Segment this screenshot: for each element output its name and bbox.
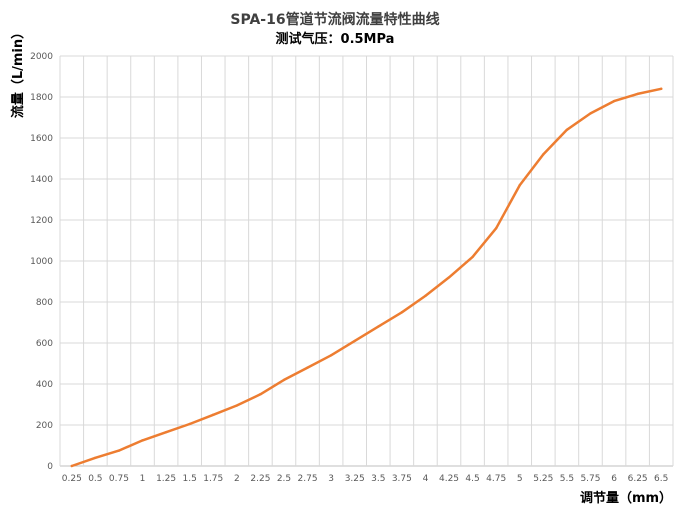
data-point	[306, 366, 309, 369]
data-point	[589, 112, 592, 115]
x-tick-label: 1.75	[203, 474, 223, 484]
y-axis-ticks: 0 200 400 600 800 1000 1200 1400 1600 1800 2000	[30, 52, 53, 472]
data-point	[164, 430, 168, 434]
x-tick-label: 3.5	[371, 474, 385, 484]
x-tick-label: 5	[517, 474, 523, 484]
chart-subtitle: 测试气压：0.5MPa	[276, 31, 395, 47]
data-point	[612, 99, 616, 103]
data-point	[636, 92, 639, 96]
x-tick-label: 2.75	[298, 474, 318, 484]
x-tick-label: 1	[140, 474, 146, 484]
x-tick-label: 4.5	[465, 474, 479, 484]
x-tick-label: 3	[328, 474, 334, 484]
x-tick-label: 3.25	[345, 474, 365, 484]
x-tick-label: 5.75	[580, 474, 600, 484]
y-tick-label: 1800	[30, 93, 53, 103]
data-point	[141, 439, 144, 442]
y-tick-label: 1600	[30, 134, 53, 144]
data-point	[518, 183, 521, 187]
data-point	[565, 128, 569, 131]
data-point	[542, 153, 545, 156]
x-tick-label: 4	[423, 474, 429, 484]
y-tick-label: 1000	[30, 257, 53, 267]
y-tick-label: 800	[36, 298, 53, 308]
data-point	[235, 404, 239, 407]
data-point	[259, 393, 262, 396]
data-point	[400, 311, 404, 314]
x-axis-ticks: 0.25 0.5 0.75 1 1.25 1.5 1.75 2 2.25 2.5 2.75 3 3.25…	[62, 474, 669, 484]
x-tick-label: 0.25	[62, 474, 82, 484]
x-axis-title: 调节量（mm）	[580, 490, 672, 506]
x-tick-label: 3.75	[392, 474, 412, 484]
data-point	[94, 456, 97, 459]
data-point	[329, 354, 333, 357]
chart-title: SPA-16管道节流阀流量特性曲线	[230, 11, 439, 28]
y-tick-label: 600	[36, 339, 53, 349]
x-tick-label: 2.25	[250, 474, 270, 484]
x-tick-label: 0.5	[88, 474, 102, 484]
y-tick-label: 200	[36, 421, 53, 431]
data-point	[117, 449, 121, 452]
series-layer	[70, 87, 663, 468]
data-point	[70, 464, 73, 468]
x-tick-label: 2.5	[277, 474, 291, 484]
data-point	[424, 294, 427, 298]
x-tick-label: 4.25	[439, 474, 459, 484]
data-point	[447, 276, 451, 279]
data-point	[353, 339, 356, 343]
x-tick-label: 1.5	[183, 474, 197, 484]
y-tick-label: 0	[47, 462, 53, 472]
data-point	[494, 227, 498, 230]
y-tick-label: 400	[36, 380, 53, 390]
x-tick-label: 2	[234, 474, 240, 484]
y-axis-title: 流量（L/min）	[10, 26, 26, 118]
grid	[59, 55, 674, 467]
data-point	[377, 325, 380, 328]
data-point	[188, 422, 191, 426]
x-tick-label: 4.75	[486, 474, 506, 484]
data-point	[212, 413, 215, 416]
x-tick-label: 6.25	[628, 474, 648, 484]
x-tick-label: 6	[611, 474, 617, 484]
y-tick-label: 2000	[30, 52, 53, 62]
x-tick-label: 1.25	[156, 474, 176, 484]
data-point	[471, 255, 474, 259]
x-tick-label: 0.75	[109, 474, 129, 484]
y-tick-label: 1400	[30, 175, 53, 185]
x-tick-label: 5.5	[560, 474, 574, 484]
data-point	[282, 378, 286, 382]
x-tick-label: 5.25	[533, 474, 553, 484]
series-line	[70, 87, 663, 468]
data-point	[660, 87, 663, 91]
x-tick-label: 6.5	[654, 474, 668, 484]
y-tick-label: 1200	[30, 216, 53, 226]
